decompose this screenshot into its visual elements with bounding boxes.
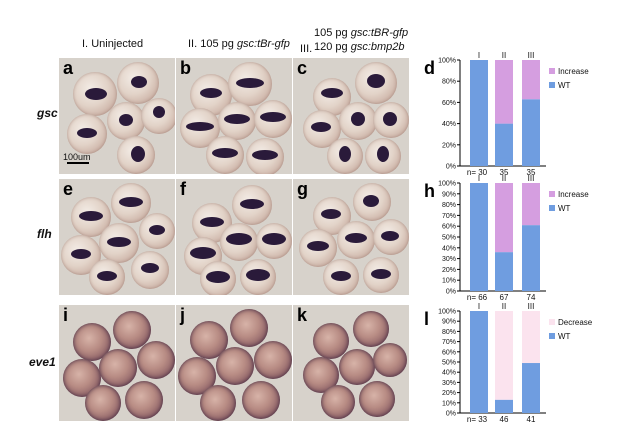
chart-letter: l [424, 309, 429, 329]
y-tick-label: 40% [442, 370, 456, 377]
gene-label-gsc: gsc [37, 106, 58, 120]
gene-label-eve1: eve1 [29, 355, 56, 369]
category-label: II [502, 51, 506, 60]
y-tick-label: 100% [438, 309, 456, 316]
bar-decrease [495, 311, 513, 400]
y-tick-label: 30% [442, 256, 456, 263]
category-label: II [502, 174, 506, 183]
y-tick-label: 90% [442, 191, 456, 198]
y-tick-label: 70% [442, 339, 456, 346]
y-tick-label: 0% [446, 164, 456, 171]
legend-swatch [549, 319, 555, 325]
column-title-uninjected: I. Uninjected [82, 38, 144, 50]
legend-label: Increase [558, 67, 589, 76]
n-label: n= 30 [467, 168, 488, 177]
y-tick-label: 20% [442, 267, 456, 274]
bar-wt [470, 60, 488, 166]
panel-f: f [176, 179, 292, 295]
legend-label: Increase [558, 190, 589, 199]
category-label: III [528, 51, 535, 60]
legend-swatch [549, 205, 555, 211]
bar-wt [470, 183, 488, 291]
n-label: n= 66 [467, 293, 488, 302]
legend-label: WT [558, 204, 571, 213]
y-tick-label: 10% [442, 278, 456, 285]
panel-e: e [59, 179, 175, 295]
column-title-tbr-bmp: 105 pg gsc:tBR-gfp III. 120 pg gsc:bmp2b [300, 27, 409, 55]
y-tick-label: 40% [442, 245, 456, 252]
bar-increase [495, 60, 513, 124]
bar-wt [522, 225, 540, 291]
n-label: 46 [500, 415, 509, 424]
bar-wt [470, 311, 488, 413]
bar-increase [522, 60, 540, 100]
y-tick-label: 100% [438, 58, 456, 65]
chart-letter: d [424, 58, 435, 78]
y-tick-label: 70% [442, 213, 456, 220]
y-tick-label: 40% [442, 121, 456, 128]
y-tick-label: 30% [442, 380, 456, 387]
y-tick-label: 80% [442, 79, 456, 86]
legend-swatch [549, 333, 555, 339]
category-label: II [502, 302, 506, 311]
category-label: III [528, 302, 535, 311]
chart-letter: h [424, 181, 435, 201]
legend-swatch [549, 82, 555, 88]
panel-k: k [293, 305, 409, 421]
bar-decrease [522, 311, 540, 364]
bar-increase [495, 183, 513, 253]
n-label: 67 [500, 293, 509, 302]
legend-label: Decrease [558, 318, 593, 327]
y-tick-label: 20% [442, 142, 456, 149]
y-tick-label: 20% [442, 390, 456, 397]
n-label: 35 [527, 168, 536, 177]
y-tick-label: 50% [442, 360, 456, 367]
panel-b: b [176, 58, 292, 174]
bar-wt [495, 399, 513, 413]
panel-i: i [59, 305, 175, 421]
y-tick-label: 0% [446, 411, 456, 418]
legend-swatch [549, 68, 555, 74]
y-tick-label: 100% [438, 181, 456, 188]
panel-a: a 100um [59, 58, 175, 174]
scale-bar-label: 100um [63, 152, 91, 162]
category-label: I [478, 51, 480, 60]
y-tick-label: 80% [442, 329, 456, 336]
y-tick-label: 10% [442, 400, 456, 407]
category-label: III [528, 174, 535, 183]
y-tick-label: 50% [442, 235, 456, 242]
bar-wt [495, 252, 513, 291]
legend-swatch [549, 191, 555, 197]
category-label: I [478, 302, 480, 311]
panel-g: g [293, 179, 409, 295]
bar-wt [522, 363, 540, 413]
panel-c: c [293, 58, 409, 174]
bar-increase [522, 183, 540, 226]
bar-wt [495, 123, 513, 166]
n-label: 41 [527, 415, 536, 424]
category-label: I [478, 174, 480, 183]
gene-label-flh: flh [37, 227, 52, 241]
n-label: n= 33 [467, 415, 488, 424]
panel-j: j [176, 305, 292, 421]
y-tick-label: 0% [446, 289, 456, 296]
y-tick-label: 60% [442, 349, 456, 356]
column-title-tbr: II. 105 pg gsc:tBr-gfp [188, 38, 290, 50]
y-tick-label: 60% [442, 100, 456, 107]
n-label: 35 [500, 168, 509, 177]
legend-label: WT [558, 81, 571, 90]
bar-wt [522, 99, 540, 166]
y-tick-label: 60% [442, 224, 456, 231]
legend-label: WT [558, 332, 571, 341]
y-tick-label: 90% [442, 319, 456, 326]
y-tick-label: 80% [442, 202, 456, 209]
n-label: 74 [527, 293, 536, 302]
